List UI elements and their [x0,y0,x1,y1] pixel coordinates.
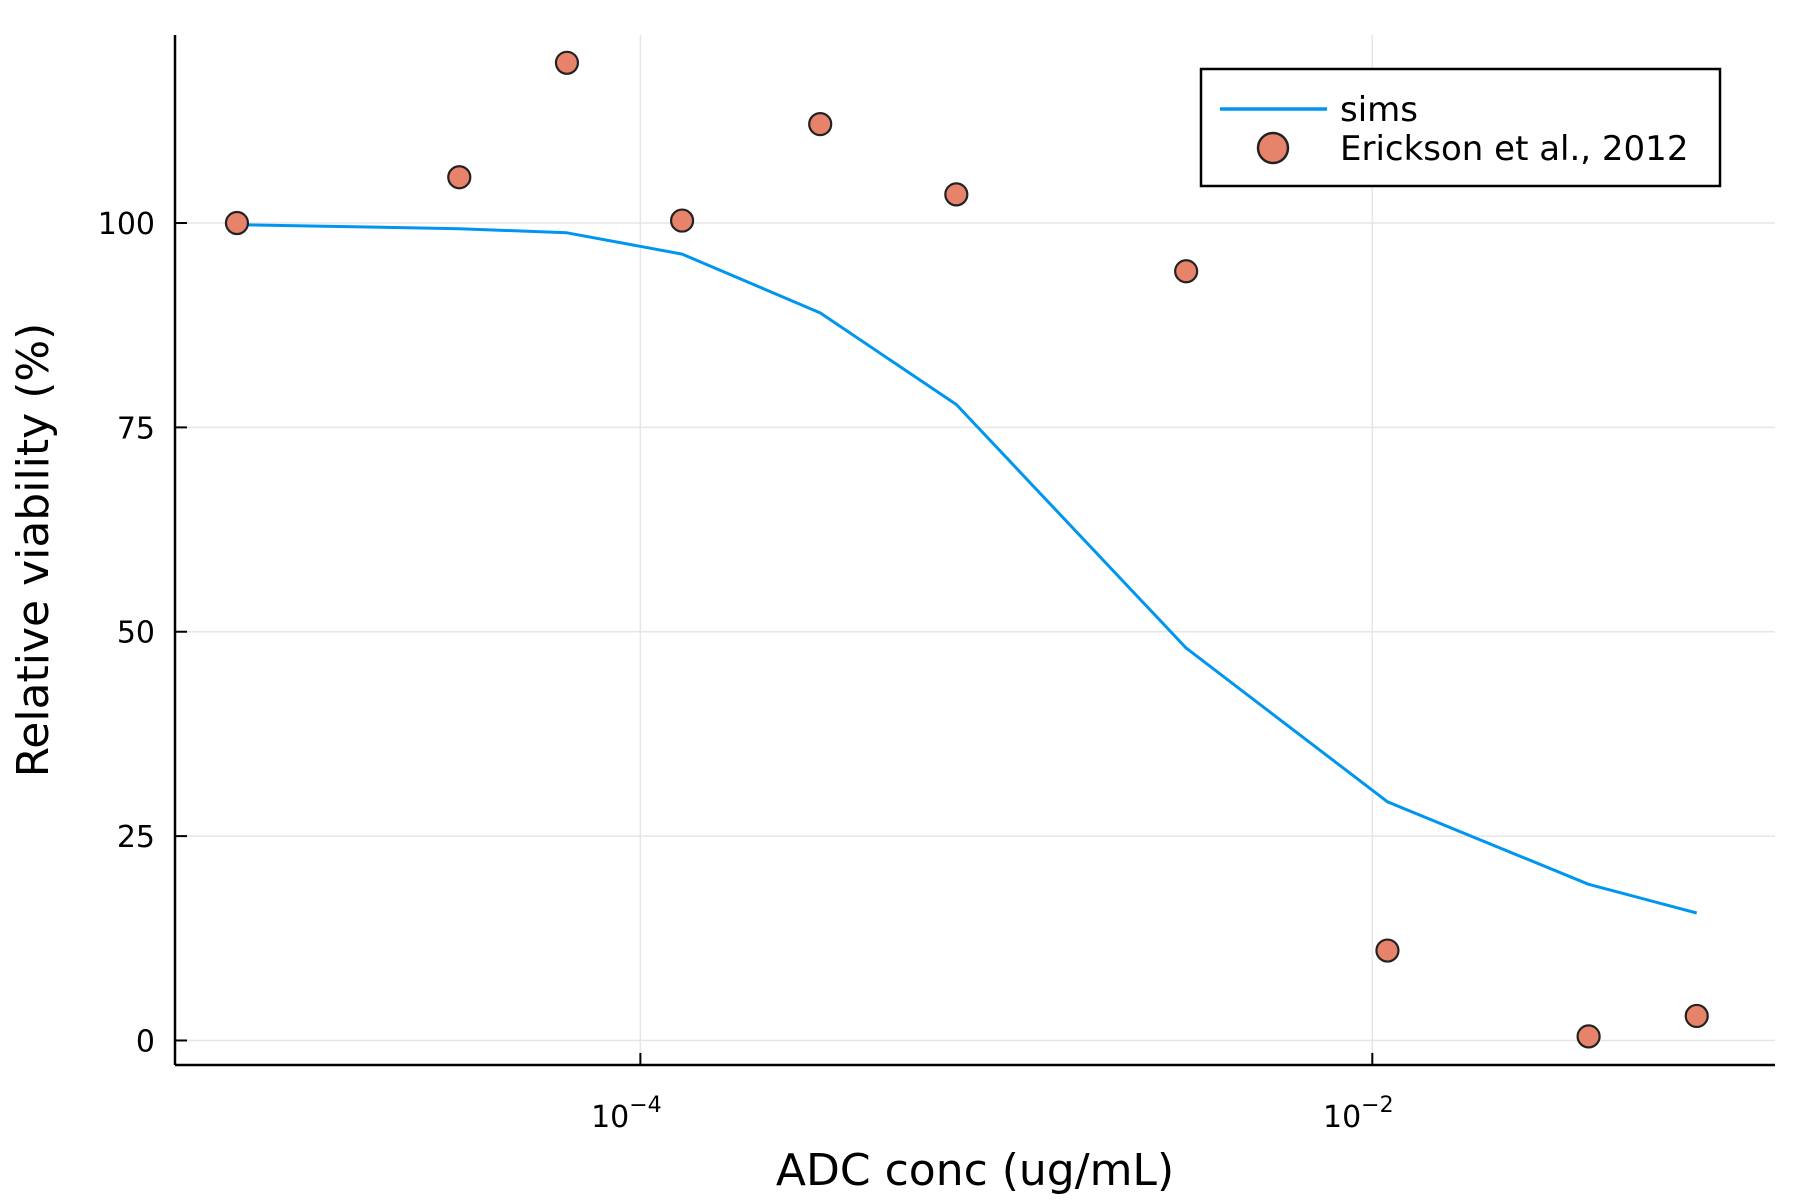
data-point-erickson [1375,938,1400,963]
data-point-erickson [447,165,472,190]
data-point-erickson [1576,1024,1601,1049]
data-point-erickson [944,182,969,207]
x-tick-base: 10 [591,1100,629,1135]
data-point-erickson [808,112,833,137]
x-tick-exponent: −4 [629,1093,661,1118]
legend-label-erickson: Erickson et al., 2012 [1340,129,1688,169]
y-tick-label: 25 [117,820,155,855]
series-line-sims [236,223,1698,915]
grid [175,35,1775,1065]
x-axis-title: ADC conc (ug/mL) [776,1145,1174,1196]
legend-marker-swatch [1256,131,1290,165]
legend-box [1199,67,1722,188]
legend-label-sims: sims [1340,90,1418,130]
data-point-erickson [1684,1003,1709,1029]
data-point-erickson [1174,259,1199,284]
y-tick-label: 0 [136,1024,155,1059]
y-axis-title: Relative viability (%) [8,323,59,778]
data-point-erickson [554,50,580,75]
y-tick-label: 100 [98,207,155,242]
data-point-erickson [224,210,250,236]
x-tick-label: 10−4 [591,1093,662,1135]
data-point-erickson [669,208,695,233]
plot-area [224,50,1709,1049]
y-tick-label: 50 [117,616,155,651]
x-tick-label: 10−2 [1323,1093,1394,1135]
axes [173,35,1775,1067]
x-tick-base: 10 [1323,1100,1361,1135]
legend: sims Erickson et al., 2012 [1199,67,1722,188]
y-tick-label: 75 [117,411,155,446]
x-tick-exponent: −2 [1361,1093,1393,1118]
